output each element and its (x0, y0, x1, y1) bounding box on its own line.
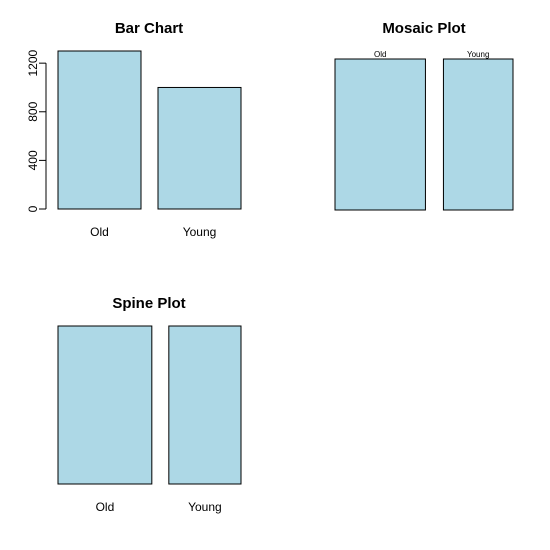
spine-plot-title: Spine Plot (112, 295, 185, 312)
y-tick-label: 1200 (26, 49, 40, 76)
mosaic-plot-tiles (334, 58, 514, 211)
x-tick-label: Young (183, 225, 217, 239)
bar-chart-bars (57, 50, 242, 210)
x-tick-label: Old (96, 500, 115, 514)
mosaic-plot-labels: Old Young (374, 50, 489, 59)
mosaic-tile-old (334, 58, 426, 211)
bar-young (157, 86, 242, 210)
y-tick-label: 400 (26, 150, 40, 170)
spine-plot-bars (57, 325, 242, 485)
bar-chart-y-axis: 0 400 800 1200 (26, 49, 47, 212)
spine-bar-old (57, 325, 153, 485)
y-tick-label: 800 (26, 101, 40, 121)
mosaic-plot-panel: Mosaic Plot Old Young (334, 20, 514, 211)
spine-plot-panel: Spine Plot Old Young (57, 295, 242, 514)
bar-chart-panel: Bar Chart 0 400 800 1200 Old Young (26, 20, 242, 239)
bar-chart-x-labels: Old Young (90, 225, 216, 239)
mosaic-plot-title: Mosaic Plot (382, 20, 465, 37)
mosaic-label: Young (467, 50, 489, 59)
mosaic-label: Old (374, 50, 386, 59)
bar-chart-title: Bar Chart (115, 20, 183, 37)
bar-old (57, 50, 142, 210)
mosaic-tile-young (442, 58, 514, 211)
x-tick-label: Young (188, 500, 222, 514)
spine-bar-young (168, 325, 242, 485)
y-tick-label: 0 (26, 205, 40, 212)
x-tick-label: Old (90, 225, 109, 239)
spine-plot-x-labels: Old Young (96, 500, 222, 514)
